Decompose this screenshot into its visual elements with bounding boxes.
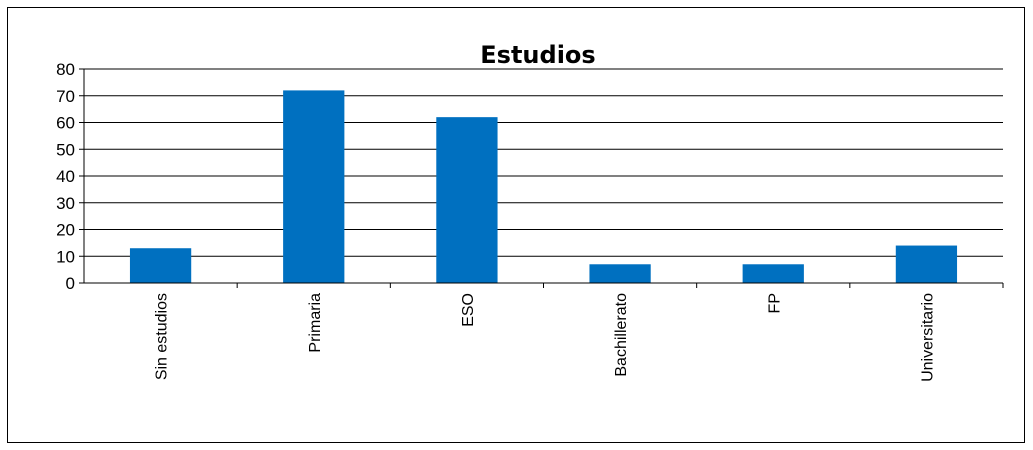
y-tick-label: 10 xyxy=(56,247,75,266)
x-category-label: FP xyxy=(766,293,783,313)
x-category-label: Sin estudios xyxy=(154,293,171,380)
bars xyxy=(129,90,958,284)
bar xyxy=(129,248,192,283)
y-tick-label: 20 xyxy=(56,221,75,240)
bar xyxy=(436,117,498,284)
gridlines xyxy=(84,68,1003,257)
bar xyxy=(589,264,651,283)
chart-frame xyxy=(7,7,1025,443)
y-tick-label: 60 xyxy=(56,114,75,133)
y-tick-label: 40 xyxy=(56,167,75,186)
chart-title: Estudios xyxy=(480,41,595,69)
x-category-label: ESO xyxy=(460,293,477,327)
y-tick-label: 50 xyxy=(56,140,75,159)
y-tick-label: 0 xyxy=(66,274,75,293)
bar xyxy=(895,245,958,283)
axes xyxy=(79,68,1004,288)
y-tick-labels: 0 10 20 30 40 50 60 70 80 xyxy=(56,60,75,293)
x-category-label: Primaria xyxy=(307,293,324,353)
y-tick-label: 80 xyxy=(56,60,75,79)
x-category-labels: Sin estudios Primaria ESO Bachillerato FP Uni… xyxy=(154,293,937,382)
y-tick-label: 30 xyxy=(56,194,75,213)
bar xyxy=(283,90,345,284)
x-category-label: Bachillerato xyxy=(613,293,630,377)
y-tick-label: 70 xyxy=(56,87,75,106)
bar xyxy=(742,264,804,283)
x-category-label: Universitario xyxy=(919,293,936,382)
